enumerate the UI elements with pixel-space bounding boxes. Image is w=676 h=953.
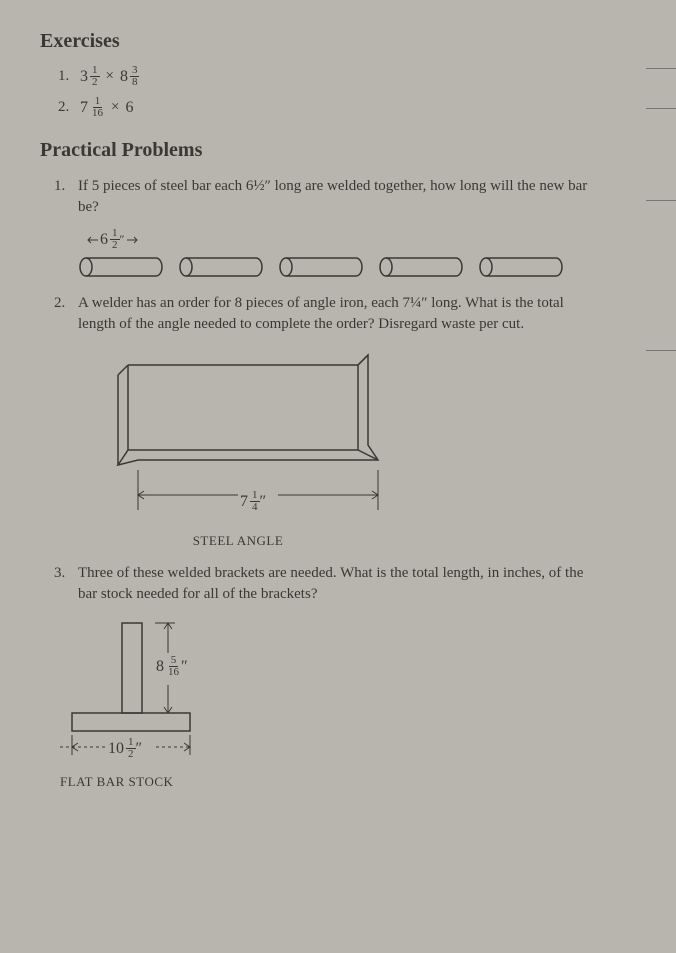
steel-bar-icon [178, 255, 264, 279]
problem-text: If 5 pieces of steel bar each 6½″ long a… [78, 176, 636, 218]
steel-bar-icon [278, 255, 364, 279]
steel-angle-diagram: 7 14 ″ STEEL ANGLE [78, 345, 398, 549]
problem-2: 2. A welder has an order for 8 pieces of… [54, 293, 636, 335]
steel-bars-diagram: 6 12 ″ [78, 228, 636, 279]
problem-3: 3. Three of these welded brackets are ne… [54, 563, 636, 605]
operand-b: 6 [125, 99, 135, 117]
angle-iron-svg [78, 345, 398, 535]
exercise-number: 1. [58, 68, 80, 85]
steel-bar-icon [478, 255, 564, 279]
exercise-1: 1. 3 12 × 8 38 [58, 65, 636, 88]
horizontal-dimension: 10 12 ″ [108, 737, 142, 760]
angle-dimension: 7 14 ″ [240, 490, 280, 513]
problem-number: 2. [54, 293, 78, 335]
bracket-caption: FLAT BAR STOCK [60, 774, 260, 790]
operand-b: 8 38 [120, 65, 140, 88]
operator: × [111, 99, 119, 116]
bracket-svg [60, 615, 260, 765]
problem-text: A welder has an order for 8 pieces of an… [78, 293, 636, 335]
steel-bar-icon [378, 255, 464, 279]
problem-number: 1. [54, 176, 78, 218]
exercise-number: 2. [58, 99, 80, 116]
vertical-dimension: 8 516 ″ [156, 655, 188, 678]
problem-text: Three of these welded brackets are neede… [78, 563, 636, 605]
problem-number: 3. [54, 563, 78, 605]
answer-blank [646, 108, 676, 109]
steel-bar-icon [78, 255, 164, 279]
answer-blank [646, 68, 676, 69]
operator: × [106, 68, 114, 85]
operand-a: 3 12 [80, 65, 100, 88]
exercises-heading: Exercises [40, 30, 636, 53]
angle-caption: STEEL ANGLE [78, 533, 398, 549]
exercise-2: 2. 7 116 × 6 [58, 96, 636, 119]
bracket-diagram: 8 516 ″ 10 12 ″ FLAT BAR STOCK [60, 615, 260, 790]
practical-heading: Practical Problems [40, 139, 636, 162]
answer-blank [646, 350, 676, 351]
bar-dimension: 6 12 ″ [86, 228, 636, 251]
answer-blank [646, 200, 676, 201]
operand-a: 7 116 [80, 96, 105, 119]
problem-1: 1. If 5 pieces of steel bar each 6½″ lon… [54, 176, 636, 218]
